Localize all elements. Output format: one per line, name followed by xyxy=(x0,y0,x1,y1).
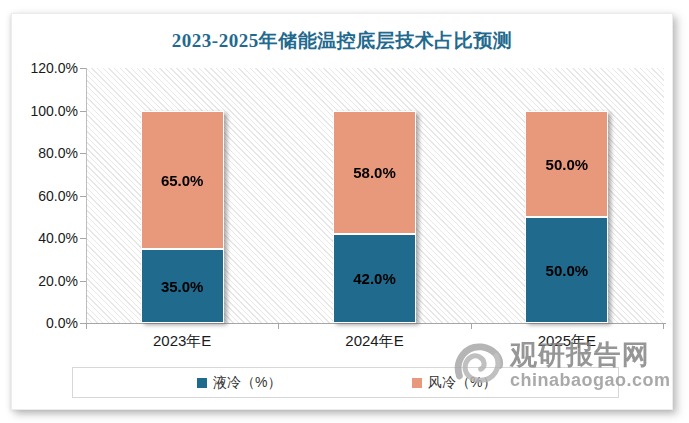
y-tick-mark xyxy=(80,281,86,282)
bar-column: 50.0% 50.0% xyxy=(525,111,608,324)
bar-value-label: 50.0% xyxy=(526,155,607,172)
x-tick-mark xyxy=(278,324,279,329)
y-tick-mark xyxy=(80,68,86,69)
x-category-label: 2025年E xyxy=(497,332,637,351)
y-tick-label: 60.0% xyxy=(12,187,78,205)
y-tick-label: 80.0% xyxy=(12,144,78,162)
bar-column: 35.0% 65.0% xyxy=(141,111,224,324)
x-tick-mark xyxy=(663,324,664,329)
x-axis-line xyxy=(84,323,666,324)
bar-segment-liquid-cooling: 50.0% xyxy=(525,217,608,323)
chart-title: 2023-2025年储能温控底层技术占比预测 xyxy=(12,28,672,54)
y-tick-label: 0.0% xyxy=(12,314,78,332)
x-category-label: 2023年E xyxy=(112,332,252,351)
y-axis-line xyxy=(86,68,87,323)
y-tick-label: 100.0% xyxy=(12,102,78,120)
chart-image: 2023-2025年储能温控底层技术占比预测 液冷（%） 风冷（%） 0.0% 2… xyxy=(0,0,689,423)
y-tick-label: 40.0% xyxy=(12,229,78,247)
legend-label: 风冷（%） xyxy=(428,374,496,392)
bar-value-label: 50.0% xyxy=(526,261,607,278)
x-tick-mark xyxy=(86,324,87,329)
y-tick-label: 20.0% xyxy=(12,272,78,290)
bar-value-label: 58.0% xyxy=(334,164,415,181)
legend-swatch-air-cooling-icon xyxy=(412,378,422,388)
x-category-label: 2024年E xyxy=(305,332,445,351)
bar-segment-liquid-cooling: 35.0% xyxy=(141,249,224,323)
y-tick-label: 120.0% xyxy=(12,59,78,77)
legend-item-liquid-cooling: 液冷（%） xyxy=(197,368,281,397)
bar-segment-air-cooling: 50.0% xyxy=(525,111,608,217)
legend-swatch-liquid-cooling-icon xyxy=(197,378,207,388)
legend-item-air-cooling: 风冷（%） xyxy=(412,368,496,397)
chart-box: 2023-2025年储能温控底层技术占比预测 液冷（%） 风冷（%） 0.0% 2… xyxy=(11,13,673,410)
bar-value-label: 42.0% xyxy=(334,270,415,287)
bar-value-label: 65.0% xyxy=(142,171,223,188)
x-tick-mark xyxy=(471,324,472,329)
bar-value-label: 35.0% xyxy=(142,277,223,294)
y-tick-mark xyxy=(80,111,86,112)
y-tick-mark xyxy=(80,196,86,197)
bar-column: 42.0% 58.0% xyxy=(333,111,416,324)
y-tick-mark xyxy=(80,238,86,239)
legend-label: 液冷（%） xyxy=(213,374,281,392)
bar-segment-liquid-cooling: 42.0% xyxy=(333,234,416,323)
legend: 液冷（%） 风冷（%） xyxy=(72,367,619,398)
bar-segment-air-cooling: 65.0% xyxy=(141,111,224,249)
y-tick-mark xyxy=(80,153,86,154)
bar-segment-air-cooling: 58.0% xyxy=(333,111,416,234)
